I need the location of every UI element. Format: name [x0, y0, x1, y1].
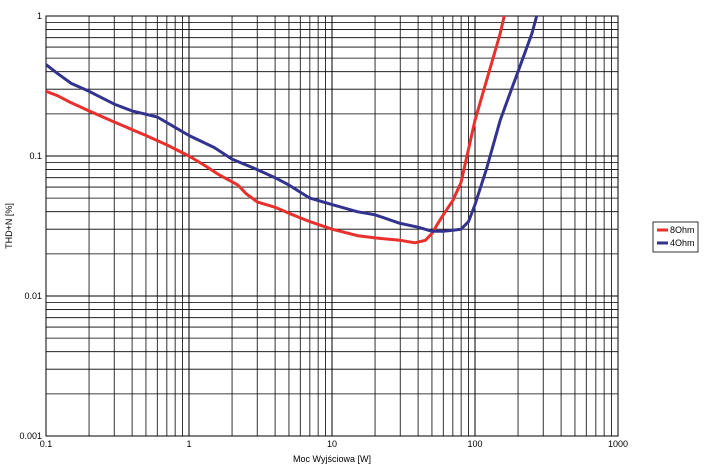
legend-label-4ohm: 4Ohm [670, 238, 695, 248]
y-tick-label: 1 [37, 11, 42, 21]
legend-box [652, 221, 699, 253]
y-tick-label: 0.01 [24, 291, 42, 301]
y-tick-labels: 0.001 0.01 0.1 1 [19, 11, 42, 441]
x-axis-label: Moc Wyjściowa [W] [293, 454, 371, 464]
plot-frame [45, 15, 619, 437]
x-tick-label: 100 [467, 439, 482, 449]
y-axis-label: THD+N [%] [4, 203, 14, 249]
x-tick-label: 1 [186, 439, 191, 449]
x-tick-label: 10 [327, 439, 337, 449]
grid [45, 16, 618, 437]
series-line-4ohm [46, 16, 539, 233]
x-tick-label: 1000 [608, 439, 628, 449]
legend: 8Ohm 4Ohm [652, 221, 699, 253]
y-tick-label: 0.1 [29, 151, 42, 161]
y-tick-label: 0.001 [19, 431, 42, 441]
series-line-8ohm [46, 16, 506, 245]
series-lines [46, 16, 539, 245]
x-tick-label: 0.1 [40, 439, 53, 449]
legend-label-8ohm: 8Ohm [670, 225, 695, 235]
x-tick-labels: 0.1 1 10 100 1000 [40, 439, 628, 449]
